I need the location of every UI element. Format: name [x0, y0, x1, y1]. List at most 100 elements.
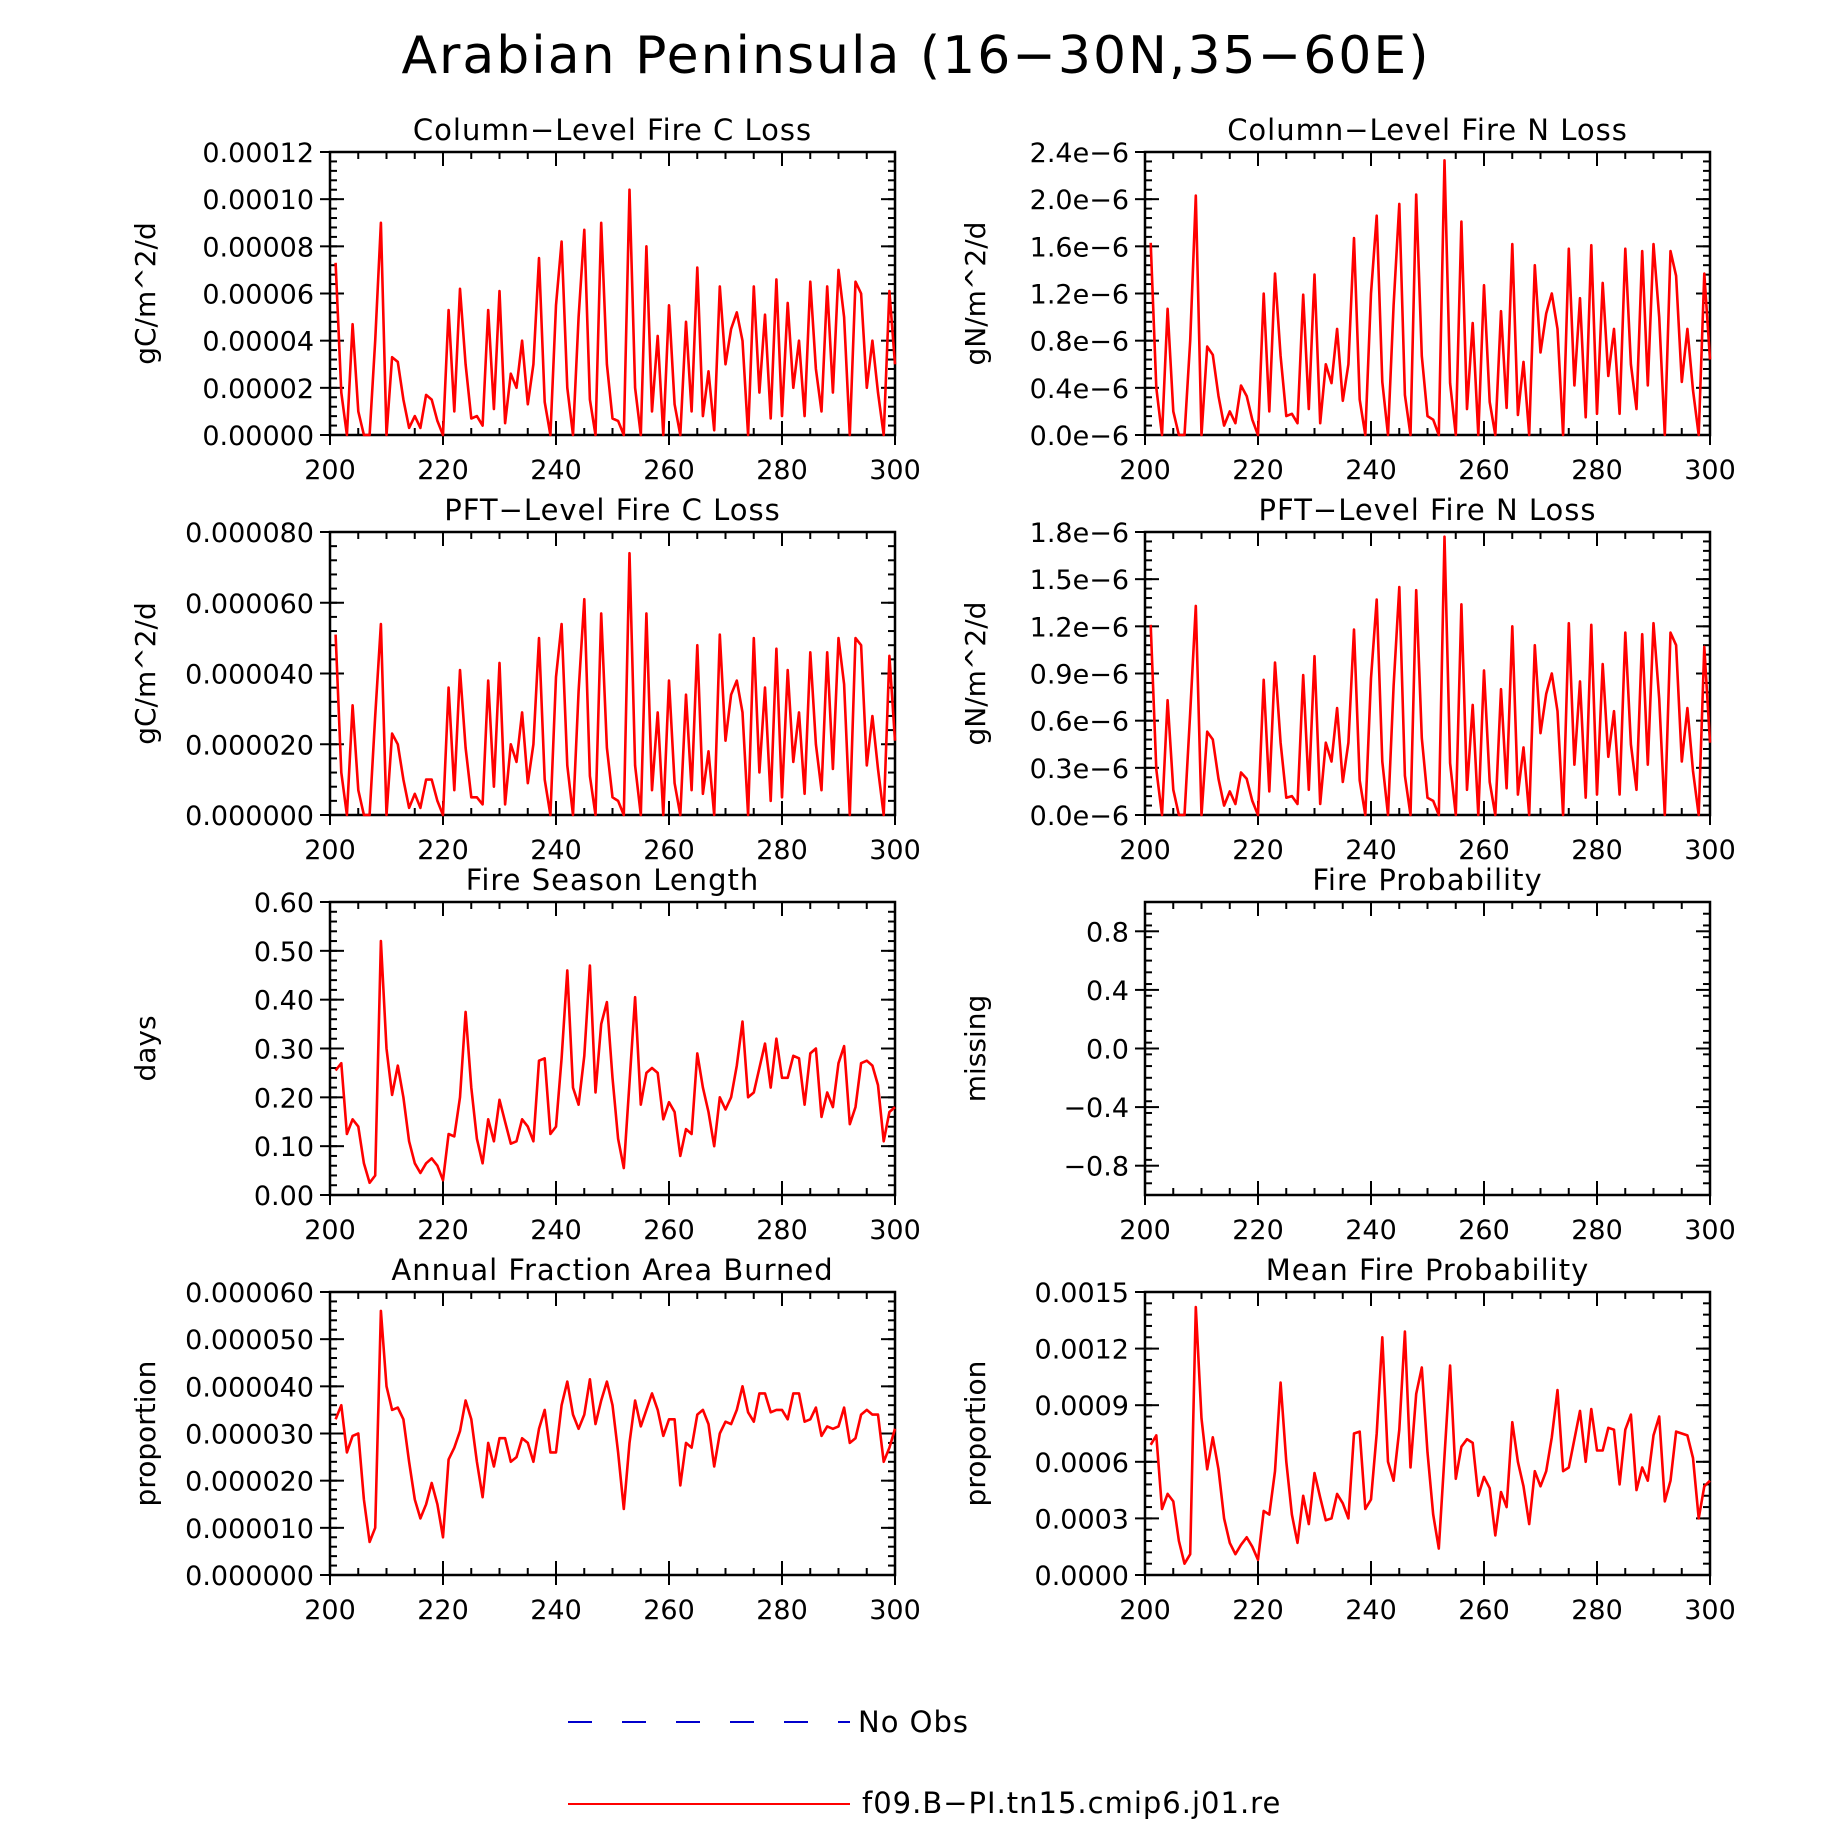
- panel-col_c: Column−Level Fire C Loss 200 220 240 260 280 3…: [129, 113, 921, 486]
- x-tick-label: 300: [869, 1595, 921, 1626]
- x-tick-label: 200: [1119, 455, 1171, 486]
- panel-title: Annual Fraction Area Burned: [391, 1253, 833, 1287]
- y-tick-label: 0.20: [254, 1083, 314, 1114]
- x-tick-label: 200: [1119, 1215, 1171, 1246]
- panel-title: Column−Level Fire C Loss: [413, 113, 812, 147]
- series-line: [334, 188, 897, 437]
- panel-pft_n: PFT−Level Fire N Loss 200 220 240 260 280 300 0…: [959, 493, 1736, 866]
- y-tick-label: 2.4e−6: [1030, 138, 1129, 169]
- legend: No Obs f09.B−PI.tn15.cmip6.j01.re: [568, 1705, 1280, 1820]
- y-tick-label: 0.00: [254, 1181, 314, 1212]
- x-tick-label: 240: [1345, 455, 1397, 486]
- series-line: [1149, 159, 1712, 437]
- x-tick-label: 260: [643, 455, 695, 486]
- y-tick-label: 0.00002: [202, 374, 314, 405]
- y-tick-label: 0.00000: [202, 421, 314, 452]
- y-axis-label: gN/m^2/d: [959, 222, 992, 366]
- x-tick-label: 260: [1458, 835, 1510, 866]
- panel-pft_c: PFT−Level Fire C Loss 200 220 240 260 280 300 0…: [129, 493, 921, 866]
- x-tick-label: 260: [1458, 455, 1510, 486]
- x-tick-label: 220: [1232, 835, 1284, 866]
- x-tick-label: 220: [1232, 1215, 1284, 1246]
- y-tick-label: 0.00004: [202, 327, 314, 358]
- y-tick-label: 1.5e−6: [1030, 565, 1129, 596]
- x-tick-label: 220: [417, 455, 469, 486]
- y-axis-label: days: [129, 1015, 162, 1081]
- x-tick-label: 220: [417, 1595, 469, 1626]
- x-tick-label: 200: [304, 835, 356, 866]
- y-tick-label: 0.00012: [202, 138, 314, 169]
- x-tick-label: 280: [1571, 1215, 1623, 1246]
- y-tick-label: 1.2e−6: [1030, 612, 1129, 643]
- y-tick-label: 0.50: [254, 937, 314, 968]
- x-tick-label: 220: [1232, 455, 1284, 486]
- x-tick-label: 300: [869, 1215, 921, 1246]
- x-tick-label: 220: [417, 1215, 469, 1246]
- y-tick-label: 0.000020: [185, 1467, 314, 1498]
- x-tick-label: 280: [1571, 455, 1623, 486]
- y-tick-label: 0.0e−6: [1030, 421, 1129, 452]
- y-tick-label: 0.60: [254, 888, 314, 919]
- panel-title: Fire Season Length: [466, 863, 759, 897]
- y-tick-label: 0.0003: [1035, 1504, 1129, 1535]
- y-tick-label: 0.0015: [1035, 1278, 1129, 1309]
- series-line: [334, 1309, 897, 1544]
- y-axis-label: gC/m^2/d: [129, 602, 162, 745]
- plot-frame: [1143, 150, 1712, 437]
- plot-frame: [328, 1290, 897, 1577]
- y-tick-label: 0.000060: [185, 1278, 314, 1309]
- x-tick-label: 300: [869, 835, 921, 866]
- panel-title: Column−Level Fire N Loss: [1227, 113, 1628, 147]
- x-tick-label: 200: [304, 455, 356, 486]
- y-axis-label: proportion: [959, 1361, 992, 1507]
- x-tick-label: 280: [756, 835, 808, 866]
- x-tick-label: 200: [304, 1215, 356, 1246]
- y-tick-label: 0.000060: [185, 589, 314, 620]
- x-tick-label: 300: [1684, 455, 1736, 486]
- x-tick-label: 260: [643, 835, 695, 866]
- x-tick-label: 200: [304, 1595, 356, 1626]
- x-tick-label: 280: [756, 1215, 808, 1246]
- x-tick-label: 260: [643, 1595, 695, 1626]
- x-tick-label: 240: [530, 1215, 582, 1246]
- plot-frame: [328, 900, 897, 1197]
- y-tick-label: 0.0006: [1035, 1448, 1129, 1479]
- panel-mfp: Mean Fire Probability 200 220 240 260 280 300 0…: [959, 1253, 1736, 1626]
- x-tick-label: 260: [1458, 1215, 1510, 1246]
- x-tick-label: 300: [1684, 835, 1736, 866]
- panel-title: Fire Probability: [1312, 863, 1542, 897]
- y-tick-label: 1.2e−6: [1030, 280, 1129, 311]
- figure-title: Arabian Peninsula (16−30N,35−60E): [401, 26, 1430, 86]
- y-tick-label: 0.6e−6: [1030, 707, 1129, 738]
- y-tick-label: 0.40: [254, 986, 314, 1017]
- x-tick-label: 280: [1571, 1595, 1623, 1626]
- panel-title: Mean Fire Probability: [1266, 1253, 1590, 1287]
- panel-fsl: Fire Season Length 200 220 240 260 280 300 0.00…: [129, 863, 921, 1246]
- x-tick-label: 280: [756, 1595, 808, 1626]
- x-tick-label: 240: [1345, 1595, 1397, 1626]
- y-tick-label: 0.0009: [1035, 1391, 1129, 1422]
- y-tick-label: 0.9e−6: [1030, 660, 1129, 691]
- y-tick-label: 0.4e−6: [1030, 374, 1129, 405]
- y-tick-label: 0.0012: [1035, 1335, 1129, 1366]
- x-tick-label: 260: [643, 1215, 695, 1246]
- series-line: [1149, 1305, 1711, 1565]
- y-tick-label: 0.00006: [202, 280, 314, 311]
- y-tick-label: 0.0: [1086, 1035, 1129, 1066]
- y-tick-label: 0.000050: [185, 1325, 314, 1356]
- y-tick-label: 0.30: [254, 1035, 314, 1066]
- x-tick-label: 220: [417, 835, 469, 866]
- y-tick-label: 1.6e−6: [1030, 232, 1129, 263]
- y-tick-label: 0.0e−6: [1030, 801, 1129, 832]
- y-tick-label: 0.8e−6: [1030, 327, 1129, 358]
- x-tick-label: 300: [1684, 1215, 1736, 1246]
- y-tick-label: 0.3e−6: [1030, 754, 1129, 785]
- y-axis-label: gC/m^2/d: [129, 222, 162, 365]
- y-tick-label: 0.4: [1086, 976, 1129, 1007]
- y-tick-label: 0.8: [1086, 917, 1129, 948]
- series-line: [334, 551, 897, 817]
- y-tick-label: 0.000010: [185, 1514, 314, 1545]
- panel-afab: Annual Fraction Area Burned 200 220 240 260 2…: [129, 1253, 921, 1626]
- x-tick-label: 200: [1119, 1595, 1171, 1626]
